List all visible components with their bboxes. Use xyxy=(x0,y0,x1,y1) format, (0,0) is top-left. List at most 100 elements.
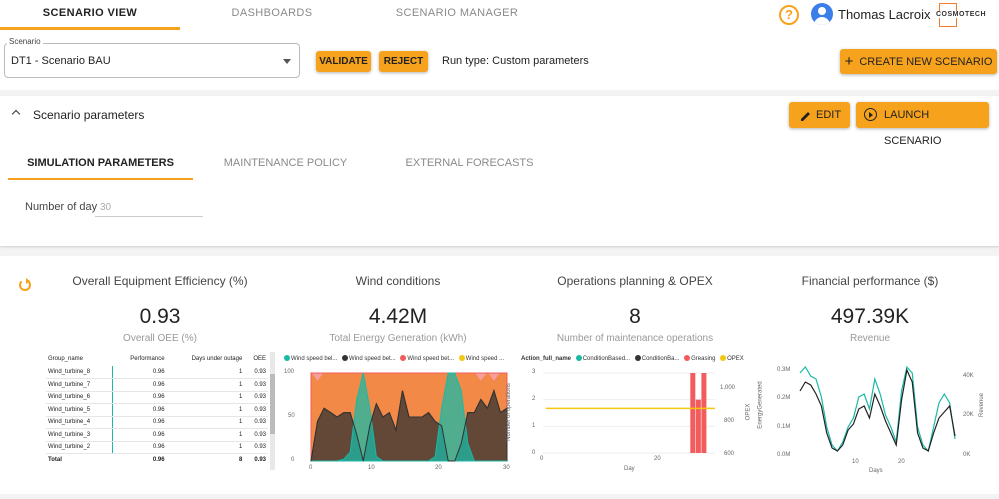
operations-bar-chart xyxy=(543,372,715,454)
number-of-day-input[interactable]: 30 xyxy=(95,199,203,217)
table-cell: Total xyxy=(46,453,113,466)
y-tick-label: 0.2M xyxy=(777,395,791,401)
table-row[interactable]: Wind_turbine_3 0.96 1 0.93 xyxy=(46,428,268,442)
scenario-select-value[interactable]: DT1 - Scenario BAU xyxy=(11,55,111,67)
number-of-day-label: Number of day xyxy=(25,201,98,213)
table-row[interactable]: Wind_turbine_2 0.96 1 0.93 xyxy=(46,441,268,454)
legend-item[interactable]: OPEX xyxy=(727,356,744,362)
legend-swatch xyxy=(720,355,727,361)
table-row[interactable]: Wind_turbine_6 0.96 1 0.93 xyxy=(46,391,268,404)
kpi-value-operations: 8 xyxy=(629,305,641,328)
table-cell: 0.96 xyxy=(112,453,167,466)
legend-item[interactable]: ConditionBa... xyxy=(641,356,680,362)
tab-simulation-parameters[interactable]: SIMULATION PARAMETERS xyxy=(8,150,193,180)
y-tick-label: 1 xyxy=(532,423,536,429)
avatar[interactable] xyxy=(811,3,833,25)
edit-button[interactable]: EDIT xyxy=(789,102,850,128)
chevron-down-icon[interactable] xyxy=(283,59,291,64)
table-cell: 0.93 xyxy=(244,428,268,442)
table-cell: 8 xyxy=(166,453,245,466)
kpi-title-wind: Wind conditions xyxy=(355,274,441,288)
table-header[interactable]: OEE xyxy=(253,356,266,362)
play-circle-icon xyxy=(864,108,877,121)
x-axis-title: Days xyxy=(869,468,883,474)
kpi-sub-operations: Number of maintenance operations xyxy=(556,333,714,344)
operations-legend: Action_full_name ConditionBased... Condi… xyxy=(521,355,744,362)
user-name[interactable]: Thomas Lacroix xyxy=(838,7,931,22)
scenario-select[interactable] xyxy=(4,43,300,78)
kpi-value-financial: 497.39K xyxy=(830,305,910,328)
y-tick-label: 0 xyxy=(291,457,295,463)
bottom-divider xyxy=(0,494,999,499)
table-header[interactable]: Days under outage xyxy=(191,356,243,362)
legend-item[interactable]: Wind speed ... xyxy=(465,356,505,362)
table-row[interactable]: Wind_turbine_8 0.96 1 0.93 xyxy=(46,366,268,379)
y-tick-label: 2 xyxy=(532,396,536,402)
table-row[interactable]: Wind_turbine_4 0.96 1 0.93 xyxy=(46,416,268,429)
legend-item[interactable]: Wind speed bet... xyxy=(407,356,455,362)
tab-dashboards[interactable]: DASHBOARDS xyxy=(231,7,313,19)
table-cell: 1 xyxy=(166,416,245,429)
create-new-scenario-button[interactable]: + CREATE NEW SCENARIO xyxy=(840,49,997,74)
x-tick-label: 10 xyxy=(368,465,375,471)
table-cell: 0.96 xyxy=(111,428,167,442)
x-tick-label: 30 xyxy=(503,465,510,471)
operation-bar xyxy=(701,373,707,453)
reject-button[interactable]: REJECT xyxy=(379,51,428,72)
table-cell: 0.93 xyxy=(244,366,268,379)
table-cell: 0.96 xyxy=(111,391,167,404)
table-cell: 1 xyxy=(166,378,245,392)
oee-table: Group_name Performance Days under outage… xyxy=(46,352,268,466)
legend-item[interactable]: Wind speed bet... xyxy=(349,356,396,362)
table-header[interactable]: Performance xyxy=(130,356,165,362)
y-tick-label: 0.1M xyxy=(777,424,791,430)
table-cell: 0.96 xyxy=(111,366,167,379)
help-icon[interactable]: ? xyxy=(779,5,799,25)
launch-scenario-button[interactable]: LAUNCH SCENARIO xyxy=(856,102,989,147)
operation-bar xyxy=(695,399,701,453)
scenario-select-label: Scenario xyxy=(7,37,43,46)
y2-tick-label: 600 xyxy=(724,451,735,457)
table-cell: Wind_turbine_2 xyxy=(46,441,113,454)
legend-swatch xyxy=(634,355,641,361)
table-scrollbar[interactable] xyxy=(270,352,275,470)
cosmotech-logo: COSMOTECH xyxy=(935,3,987,27)
legend-swatch xyxy=(284,355,290,361)
kpi-value-oee: 0.93 xyxy=(139,305,181,328)
kpi-sub-financial: Revenue xyxy=(849,333,891,344)
refresh-icon[interactable] xyxy=(19,278,31,291)
x-axis-title: Day xyxy=(624,466,635,472)
run-type-text: Run type: Custom parameters xyxy=(442,55,589,67)
scenario-parameters-title[interactable]: Scenario parameters xyxy=(33,108,145,122)
legend-item[interactable]: Wind speed bel... xyxy=(291,356,338,362)
table-total-row: Total 0.96 8 0.93 xyxy=(46,453,268,466)
table-header[interactable]: Group_name xyxy=(48,356,84,362)
table-row[interactable]: Wind_turbine_5 0.96 1 0.93 xyxy=(46,403,268,417)
series-line xyxy=(310,389,508,462)
tab-external-forecasts[interactable]: EXTERNAL FORECASTS xyxy=(405,157,534,169)
kpi-title-oee: Overall Equipment Efficiency (%) xyxy=(72,274,248,288)
x-tick-label: 10 xyxy=(852,459,859,465)
validate-button[interactable]: VALIDATE xyxy=(316,51,371,72)
tab-maintenance-policy[interactable]: MAINTENANCE POLICY xyxy=(223,157,348,169)
y-tick-label: 0.3M xyxy=(777,367,791,373)
legend-item[interactable]: Greasing xyxy=(691,356,716,362)
y-axis-title: Number of operations xyxy=(505,383,512,441)
series-area xyxy=(311,372,507,462)
table-cell: 1 xyxy=(166,366,245,379)
tab-scenario-view[interactable]: SCENARIO VIEW xyxy=(0,0,180,30)
pencil-icon xyxy=(801,112,810,121)
operation-bar xyxy=(690,373,696,453)
y2-axis-title: Revenue xyxy=(979,392,986,418)
tab-scenario-manager[interactable]: SCENARIO MANAGER xyxy=(395,7,519,19)
legend-item[interactable]: ConditionBased... xyxy=(582,356,631,362)
y-axis-title: EnergyGenerated xyxy=(757,381,764,429)
x-tick-label: 20 xyxy=(898,459,905,465)
table-cell: Wind_turbine_6 xyxy=(46,391,113,404)
y-tick-label: 50 xyxy=(288,413,295,419)
y-tick-label: 0.0M xyxy=(777,452,791,458)
table-cell: 0.96 xyxy=(111,416,167,429)
table-row[interactable]: Wind_turbine_7 0.96 1 0.93 xyxy=(46,378,268,392)
legend-title: Action_full_name xyxy=(521,356,572,362)
plus-icon: + xyxy=(844,53,854,70)
